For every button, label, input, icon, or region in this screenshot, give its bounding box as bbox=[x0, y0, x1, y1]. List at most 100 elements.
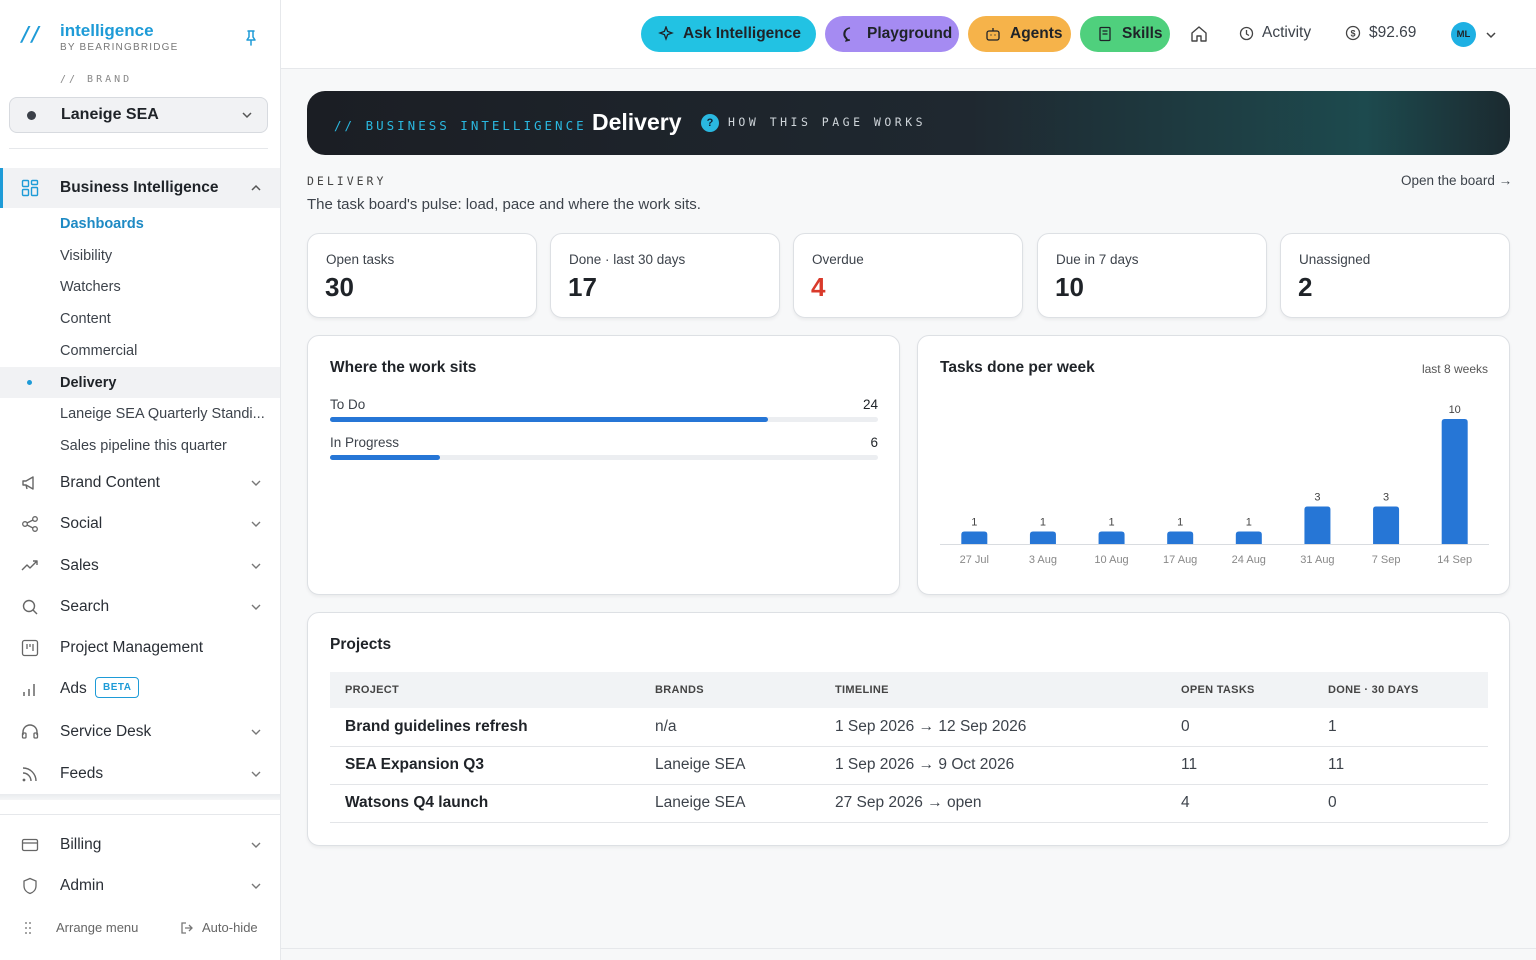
project-name[interactable]: SEA Expansion Q3 bbox=[345, 756, 484, 773]
sidebar-subitem-quarterly-standing[interactable]: Laneige SEA Quarterly Standi... bbox=[0, 399, 280, 429]
chart-bar[interactable] bbox=[1441, 419, 1468, 544]
svg-text:$: $ bbox=[1350, 29, 1355, 39]
bar-value-label: 1 bbox=[1246, 517, 1252, 529]
project-timeline: 1 Sep 2026 → 9 Oct 2026 bbox=[835, 756, 1015, 773]
brand-select-value: Laneige SEA bbox=[61, 106, 159, 123]
sidebar-item-label: Brand Content bbox=[60, 474, 160, 491]
sidebar-item-billing[interactable]: Billing bbox=[0, 825, 280, 865]
project-name[interactable]: Brand guidelines refresh bbox=[345, 718, 528, 735]
bar-chart-icon bbox=[21, 680, 39, 698]
page-title: Delivery bbox=[592, 109, 682, 135]
sidebar-subitem-sales-pipeline[interactable]: Sales pipeline this quarter bbox=[0, 431, 280, 461]
chart-bar[interactable] bbox=[1304, 506, 1331, 545]
brand-select[interactable]: Laneige SEA bbox=[9, 97, 268, 133]
kpi-label: Done · last 30 days bbox=[569, 252, 686, 267]
progress-track bbox=[330, 417, 878, 422]
table-row[interactable]: SEA Expansion Q3 Laneige SEA 1 Sep 2026 … bbox=[330, 747, 1488, 785]
sidebar-subitem-delivery[interactable]: Delivery bbox=[0, 367, 280, 398]
sidebar-item-label: Service Desk bbox=[60, 723, 152, 740]
pin-icon[interactable] bbox=[244, 30, 258, 46]
chart-bar[interactable] bbox=[1167, 531, 1194, 545]
playground-button[interactable]: Playground bbox=[825, 16, 959, 52]
activity-button[interactable]: Activity bbox=[1239, 24, 1311, 42]
progress-track bbox=[330, 455, 878, 460]
kpi-card-unassigned: Unassigned 2 bbox=[1280, 233, 1510, 318]
subitem-label: Dashboards bbox=[60, 216, 144, 232]
footer-divider bbox=[281, 948, 1536, 949]
agents-button[interactable]: Agents bbox=[968, 16, 1071, 52]
sidebar-subitem-commercial[interactable]: Commercial bbox=[0, 336, 280, 366]
sidebar-subitem-content[interactable]: Content bbox=[0, 304, 280, 334]
balance-button[interactable]: $ $92.69 bbox=[1345, 24, 1416, 42]
sidebar-item-label: Sales bbox=[60, 557, 99, 574]
sidebar-item-search[interactable]: Search bbox=[0, 587, 280, 627]
project-name[interactable]: Watsons Q4 launch bbox=[345, 794, 489, 811]
robot-icon bbox=[985, 26, 1001, 42]
scroll-shadow bbox=[0, 794, 280, 800]
chevron-down-icon bbox=[250, 839, 262, 851]
chevron-up-icon bbox=[250, 182, 262, 194]
home-button[interactable] bbox=[1190, 25, 1208, 43]
auto-hide-label: Auto-hide bbox=[202, 920, 258, 935]
chart-title: Tasks done per week bbox=[940, 359, 1095, 376]
column-header[interactable]: OPEN TASKS bbox=[1181, 684, 1255, 696]
status-count: 24 bbox=[862, 397, 878, 412]
auto-hide-button[interactable]: Auto-hide bbox=[180, 920, 258, 935]
sidebar-item-sales[interactable]: Sales bbox=[0, 546, 280, 586]
sidebar-item-service-desk[interactable]: Service Desk bbox=[0, 712, 280, 752]
skills-button[interactable]: Skills bbox=[1080, 16, 1170, 52]
skills-label: Skills bbox=[1122, 25, 1163, 42]
sidebar-subitem-dashboards[interactable]: Dashboards bbox=[0, 209, 280, 239]
ask-intelligence-button[interactable]: Ask Intelligence bbox=[641, 16, 816, 52]
chat-bubble-icon bbox=[842, 26, 858, 42]
chevron-down-icon bbox=[250, 518, 262, 530]
sidebar-item-business-intelligence[interactable]: Business Intelligence bbox=[0, 168, 280, 208]
x-tick-label: 7 Sep bbox=[1372, 554, 1401, 566]
project-timeline: 27 Sep 2026 → open bbox=[835, 794, 982, 811]
open-board-link[interactable]: Open the board → bbox=[1401, 173, 1513, 188]
x-tick-label: 3 Aug bbox=[1029, 554, 1057, 566]
chart-bar[interactable] bbox=[1373, 506, 1400, 545]
sidebar-item-brand-content[interactable]: Brand Content bbox=[0, 463, 280, 503]
chart-bar[interactable] bbox=[1029, 531, 1056, 545]
sidebar-item-ads[interactable]: Ads BETA bbox=[0, 669, 280, 709]
beta-badge: BETA bbox=[95, 677, 140, 698]
bar-value-label: 1 bbox=[1040, 517, 1046, 529]
sidebar-item-admin[interactable]: Admin bbox=[0, 866, 280, 906]
help-icon[interactable]: ? bbox=[701, 114, 719, 132]
sidebar-item-social[interactable]: Social bbox=[0, 504, 280, 544]
table-row[interactable]: Watsons Q4 launch Laneige SEA 27 Sep 202… bbox=[330, 785, 1488, 823]
kpi-card-open-tasks: Open tasks 30 bbox=[307, 233, 537, 318]
x-tick-label: 24 Aug bbox=[1232, 554, 1266, 566]
chevron-down-icon bbox=[250, 477, 262, 489]
sidebar-divider bbox=[9, 148, 268, 149]
shield-icon bbox=[21, 877, 39, 895]
table-row[interactable]: Brand guidelines refresh n/a 1 Sep 2026 … bbox=[330, 709, 1488, 747]
active-indicator bbox=[0, 168, 3, 208]
chart-bar[interactable] bbox=[1098, 531, 1125, 545]
column-header[interactable]: BRANDS bbox=[655, 684, 704, 696]
column-header[interactable]: TIMELINE bbox=[835, 684, 889, 696]
x-tick-label: 27 Jul bbox=[960, 554, 989, 566]
sidebar-item-feeds[interactable]: Feeds bbox=[0, 754, 280, 794]
sidebar-item-project-management[interactable]: Project Management bbox=[0, 628, 280, 668]
user-avatar[interactable]: ML bbox=[1451, 22, 1476, 47]
column-header[interactable]: DONE · 30 DAYS bbox=[1328, 684, 1419, 696]
arrange-menu-button[interactable]: Arrange menu bbox=[24, 920, 138, 935]
sidebar-subitem-watchers[interactable]: Watchers bbox=[0, 272, 280, 302]
how-this-page-works-link[interactable]: HOW THIS PAGE WORKS bbox=[728, 115, 927, 129]
kpi-label: Open tasks bbox=[326, 252, 395, 267]
search-icon bbox=[21, 598, 39, 616]
kpi-value: 10 bbox=[1055, 272, 1084, 302]
chart-bar[interactable] bbox=[961, 531, 988, 545]
chart-bar[interactable] bbox=[1235, 531, 1262, 545]
progress-fill bbox=[330, 455, 440, 460]
app-logo[interactable]: // intelligence BY BEARINGBRIDGE bbox=[20, 22, 179, 54]
projects-card: Projects PROJECT BRANDS TIMELINE OPEN TA… bbox=[307, 612, 1510, 846]
chevron-down-icon[interactable] bbox=[1485, 29, 1497, 41]
sidebar-subitem-visibility[interactable]: Visibility bbox=[0, 241, 280, 271]
status-label: In Progress bbox=[330, 435, 400, 450]
column-header[interactable]: PROJECT bbox=[345, 684, 400, 696]
kpi-label: Due in 7 days bbox=[1056, 252, 1139, 267]
logo-mark: // bbox=[20, 22, 42, 46]
